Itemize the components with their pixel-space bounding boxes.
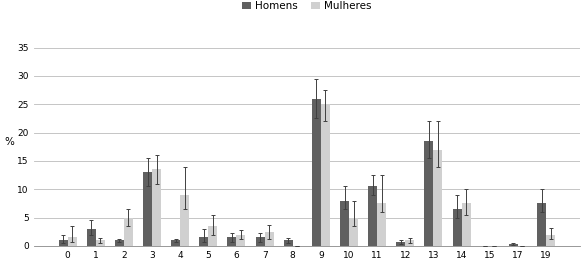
Bar [509, 244, 518, 246]
Bar [537, 204, 546, 246]
Bar [58, 240, 68, 246]
Bar [237, 235, 245, 246]
Bar [453, 209, 461, 246]
Bar [265, 232, 274, 246]
Bar [321, 104, 330, 246]
Bar [368, 186, 377, 246]
Bar [405, 240, 414, 246]
Bar [433, 150, 443, 246]
Bar [227, 237, 237, 246]
Bar [87, 229, 96, 246]
Bar [461, 204, 471, 246]
Bar [340, 201, 349, 246]
Y-axis label: %: % [4, 137, 14, 147]
Bar [546, 235, 555, 246]
Bar [180, 195, 189, 246]
Bar [143, 172, 152, 246]
Bar [115, 240, 124, 246]
Legend: Homens, Mulheres: Homens, Mulheres [238, 0, 376, 16]
Bar [96, 240, 105, 246]
Bar [152, 169, 161, 246]
Bar [199, 237, 208, 246]
Bar [349, 218, 358, 246]
Bar [124, 218, 133, 246]
Bar [397, 242, 405, 246]
Bar [171, 240, 180, 246]
Bar [425, 141, 433, 246]
Bar [377, 204, 386, 246]
Bar [208, 226, 217, 246]
Bar [312, 98, 321, 246]
Bar [284, 240, 293, 246]
Bar [68, 237, 77, 246]
Bar [256, 237, 265, 246]
